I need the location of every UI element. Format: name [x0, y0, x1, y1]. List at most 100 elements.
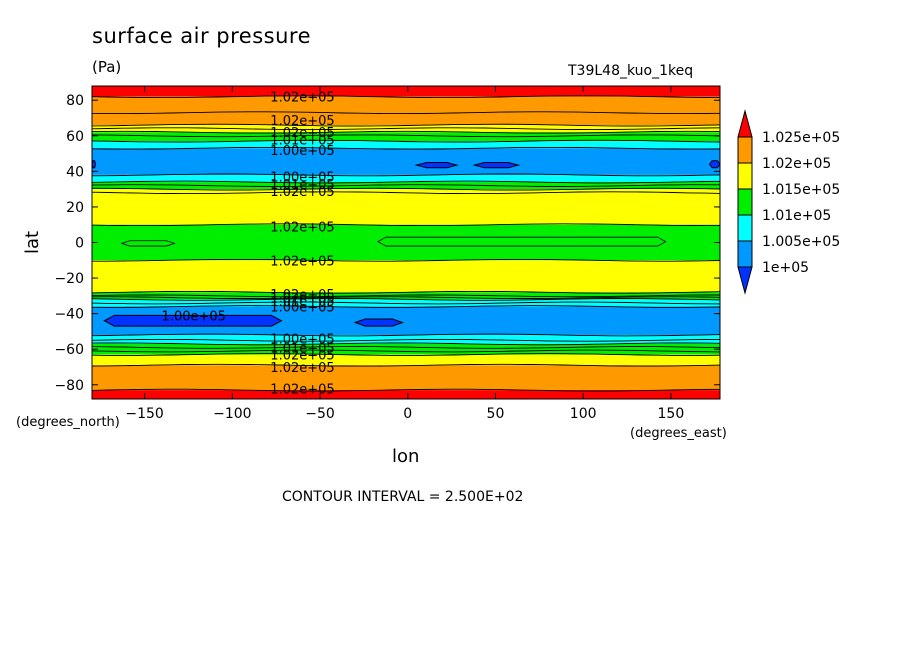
- contour-line: [91, 294, 720, 298]
- contour-line: [91, 346, 721, 349]
- contour-label: 1.02e+05: [270, 254, 334, 269]
- y-tick-label: −40: [54, 307, 84, 323]
- contour-line: [91, 353, 721, 356]
- contour-line: [91, 298, 721, 301]
- contour-label: 1.02e+05: [270, 91, 334, 106]
- x-tick-label: 150: [658, 406, 685, 422]
- colorbar-extend-bottom: [737, 266, 753, 295]
- x-tick-label: −50: [305, 406, 335, 422]
- contour-label: 1.00e+05: [270, 171, 334, 186]
- colorbar-extend-top: [737, 109, 753, 138]
- contour-label: 1.00e+05: [270, 333, 334, 348]
- contour-line: [91, 333, 721, 337]
- y-tick-label: 60: [66, 129, 84, 145]
- contour-line: [91, 134, 721, 138]
- y-tick-label: −80: [54, 378, 84, 394]
- equatorial-contour: [120, 240, 176, 247]
- contour-line: [91, 223, 720, 227]
- contour-line: [91, 363, 721, 367]
- pressure-band: [92, 148, 720, 175]
- contour-label: 1.00e+05: [270, 144, 334, 159]
- pressure-band: [92, 125, 720, 133]
- colorbar-label: 1.025e+05: [762, 130, 840, 146]
- contour-line: [91, 296, 721, 299]
- x-tick-label: 0: [403, 406, 412, 422]
- contour-line: [91, 349, 721, 353]
- x-axis-units: (degrees_east): [630, 426, 727, 441]
- pressure-band: [92, 224, 720, 261]
- contour-line: [91, 301, 721, 305]
- colorbar-label: 1.01e+05: [762, 208, 831, 224]
- contour-label: 1.02e+05: [270, 361, 334, 376]
- contour-line: [92, 258, 721, 262]
- pressure-band: [92, 354, 720, 366]
- colorbar-segment: [737, 136, 753, 164]
- low-pressure-cell: [472, 161, 521, 169]
- y-tick-label: 20: [66, 200, 84, 216]
- contour-label: 1.02e+05: [270, 126, 334, 141]
- contour-line: [91, 130, 721, 134]
- contour-line: [91, 173, 721, 177]
- colorbar-label: 1e+05: [762, 260, 809, 276]
- contour-label: 1.02e+05: [270, 292, 334, 307]
- contour-label: 1.00e+05: [270, 301, 334, 316]
- contour-line: [91, 191, 721, 195]
- y-tick-label: 0: [75, 236, 84, 252]
- contour-line: [91, 111, 721, 115]
- pressure-band: [92, 299, 720, 307]
- colorbar-label: 1.02e+05: [762, 156, 831, 172]
- pressure-band: [92, 260, 720, 293]
- contour-label: 1.01e+05: [270, 295, 334, 310]
- contour-label: 1.01e+05: [270, 178, 334, 193]
- contour-label: 1.01e+05: [270, 133, 334, 148]
- contour-label: 1.02e+05: [270, 288, 334, 303]
- contour-line: [91, 305, 721, 308]
- colorbar-label: 1.005e+05: [762, 234, 840, 250]
- y-tick-label: 80: [66, 93, 84, 109]
- low-pressure-cell: [708, 160, 721, 169]
- contour-label: 1.02e+05: [270, 349, 334, 364]
- contour-line: [91, 342, 721, 346]
- contour-line: [91, 290, 721, 294]
- contour-label: 1.02e+05: [270, 185, 334, 200]
- low-pressure-cell: [91, 160, 97, 169]
- x-tick-label: 100: [570, 406, 597, 422]
- y-tick-label: 40: [66, 164, 84, 180]
- contour-line: [91, 127, 721, 131]
- contour-label: 1.02e+05: [270, 220, 334, 235]
- y-tick-label: −20: [54, 271, 84, 287]
- x-axis-label: lon: [392, 446, 420, 467]
- colorbar-segment: [737, 188, 753, 216]
- pressure-band: [92, 174, 720, 183]
- pressure-band: [92, 365, 720, 391]
- y-tick-label: −60: [54, 342, 84, 358]
- contour-line: [91, 139, 721, 143]
- low-pressure-cell: [353, 318, 404, 327]
- colorbar-segment: [737, 162, 753, 190]
- pressure-band: [92, 132, 720, 142]
- run-name: T39L48_kuo_1keq: [568, 63, 694, 79]
- x-tick-label: −100: [213, 406, 251, 422]
- contour-label: 1.00e+05: [162, 309, 226, 324]
- x-tick-label: 50: [487, 406, 505, 422]
- chart-title: surface air pressure: [92, 24, 312, 48]
- contour-line: [91, 123, 721, 127]
- contour-line: [91, 184, 721, 187]
- pressure-band: [92, 86, 720, 97]
- equatorial-contour: [377, 236, 667, 247]
- pressure-band: [92, 141, 720, 149]
- contour-line: [91, 180, 721, 184]
- pressure-band: [92, 292, 720, 300]
- pressure-band: [92, 343, 720, 355]
- contour-line: [91, 338, 721, 342]
- contour-label: 1.02e+05: [270, 114, 334, 129]
- contour-label: 1.01e+05: [270, 341, 334, 356]
- colorbar-segment: [737, 214, 753, 242]
- x-tick-label: −150: [125, 406, 163, 422]
- pressure-band: [92, 96, 720, 126]
- low-pressure-cell: [103, 314, 283, 327]
- contour-line: [91, 187, 721, 191]
- y-axis-units: (degrees_north): [16, 415, 120, 430]
- pressure-band: [92, 390, 720, 399]
